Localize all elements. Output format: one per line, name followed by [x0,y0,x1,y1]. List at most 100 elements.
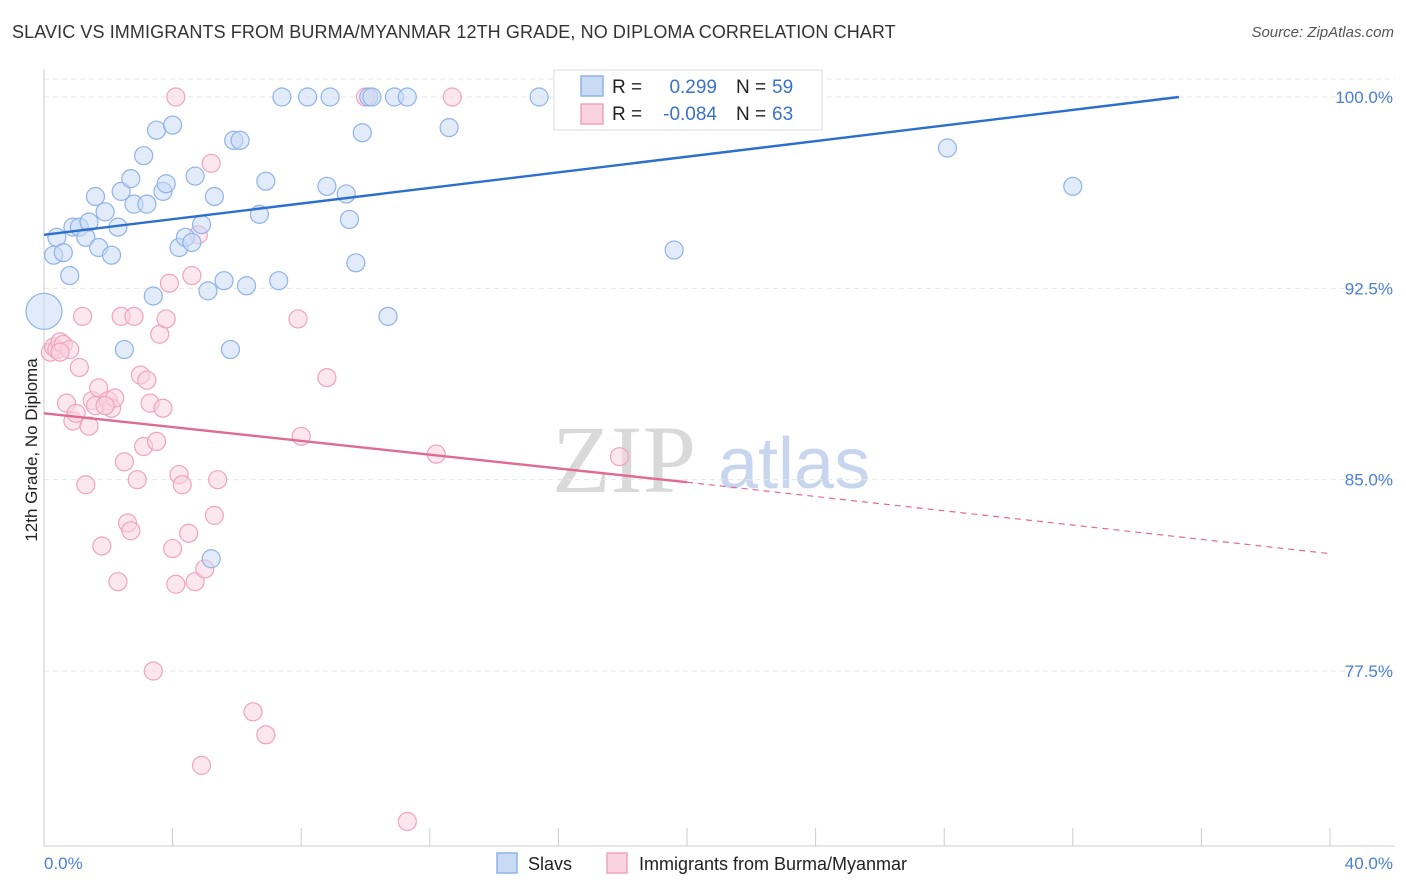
data-point [53,243,73,263]
data-point [191,755,212,775]
legend-swatch-slavs [580,75,604,97]
legend-n-label-1: N = [736,77,766,98]
data-point [166,87,186,107]
data-point [191,214,212,235]
data-point [336,184,356,204]
data-point [185,166,205,186]
legend-r-value-2: -0.084 [663,104,717,125]
data-point [529,87,549,107]
watermark: ZIP atlas [552,406,870,513]
source-credit: Source: ZipAtlas.com [1251,24,1394,41]
trend-extension-burma [686,481,1331,555]
legend-n-value-2: 63 [772,104,793,125]
data-point [101,245,122,265]
y-tick-label-1: 92.5% [1345,279,1393,298]
data-point [320,87,340,107]
data-point [127,470,147,490]
correlation-legend: R = 0.299 N = 59 R = -0.084 N = 63 [553,69,823,131]
data-point [146,120,167,140]
data-point [182,232,202,253]
trend-lines [43,95,1331,555]
data-point [179,523,199,543]
data-point [134,146,154,166]
legend-swatch-burma [580,103,604,125]
data-point [201,549,221,569]
data-point [272,87,292,107]
data-point [50,342,70,362]
data-point [339,209,360,230]
data-point [114,452,134,472]
legend-n-value-1: 59 [772,77,793,98]
data-point [609,447,630,467]
x-tick-label-0: 0.0% [44,854,83,873]
data-point [95,202,115,222]
data-point [89,378,109,398]
data-point [317,176,337,196]
chart-title: SLAVIC VS IMMIGRANTS FROM BURMA/MYANMAR … [12,22,896,42]
data-point [362,87,382,107]
data-point [153,398,173,418]
data-point [185,572,205,592]
data-point [243,702,263,722]
data-point [182,265,202,286]
data-point [137,194,157,214]
series-legend-swatch-slavs [496,852,518,874]
series-points-burma [40,87,630,832]
data-point [79,212,99,232]
data-point [346,253,366,273]
data-point [156,174,176,194]
y-axis-label: 12th Grade, No Diploma [22,358,41,542]
data-point [159,273,179,293]
data-point [121,521,141,541]
series-legend-swatch-burma [606,852,628,874]
data-point [121,169,141,189]
data-point [143,286,163,306]
series-points-slavs [25,87,1083,569]
series-legend-label-slavs: Slavs [528,854,572,874]
data-point [442,87,462,107]
x-tick-label-1: 40.0% [1345,854,1393,873]
gridlines [44,78,1395,672]
data-point [111,181,131,201]
legend-r-label-1: R = [612,77,642,98]
data-points [25,87,1083,832]
data-point [378,306,398,326]
y-tick-label-2: 85.0% [1345,471,1393,490]
data-point [137,370,157,390]
data-point [76,475,96,495]
legend-r-value-1: 0.299 [669,77,717,98]
series-legend-label-burma: Immigrants from Burma/Myanmar [639,854,907,874]
data-point [92,536,112,556]
y-tick-labels: 100.0% 92.5% 85.0% 77.5% [1335,88,1393,681]
data-point [664,240,684,260]
data-point [352,123,372,143]
trend-line-burma [43,412,688,484]
data-point [1063,176,1083,196]
data-point [397,87,417,107]
axes [43,69,1395,847]
series-legend: Slavs Immigrants from Burma/Myanmar [496,852,907,874]
x-tick-labels: 0.0% 40.0% [44,854,1393,873]
data-point [72,306,93,326]
data-point [95,396,115,416]
data-point [114,339,134,360]
data-point [198,281,218,301]
data-point [163,538,183,559]
data-point [298,87,318,107]
data-point [937,138,958,158]
data-point [146,431,167,451]
data-point [85,186,106,207]
data-point [204,186,224,207]
data-point [208,470,228,490]
data-point [236,276,257,296]
data-point [172,475,192,495]
data-point [143,661,163,681]
data-point [397,811,417,832]
data-point [214,271,234,291]
legend-r-label-2: R = [612,104,642,125]
data-point [60,265,80,286]
legend-n-label-2: N = [736,104,766,125]
data-point [124,306,144,326]
watermark-atlas: atlas [718,424,870,504]
